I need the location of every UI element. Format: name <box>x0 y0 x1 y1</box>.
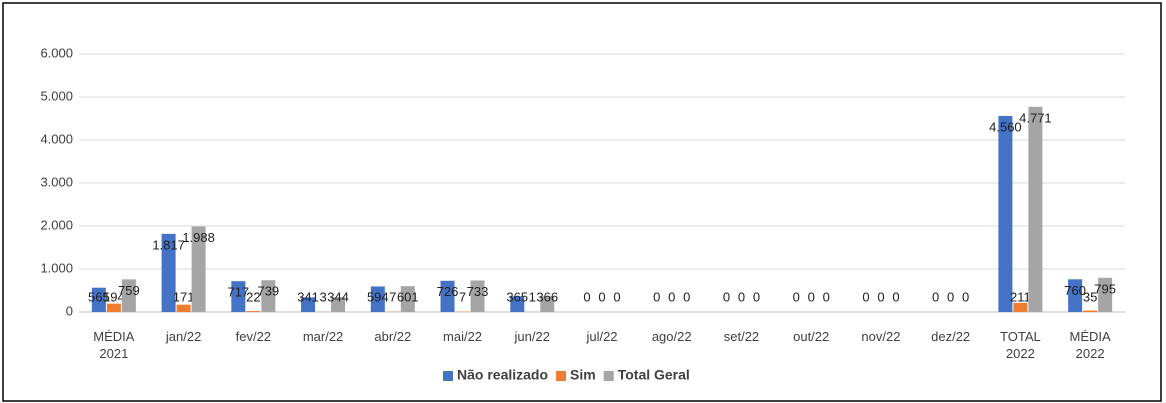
bar <box>261 280 276 312</box>
bar <box>161 233 176 312</box>
data-label: 1.988 <box>182 230 215 245</box>
bar <box>1028 106 1043 312</box>
bar <box>400 286 415 312</box>
data-label: 0 <box>877 289 884 304</box>
bar <box>191 226 206 312</box>
data-label: 35 <box>1083 289 1097 304</box>
data-label: 7 <box>459 289 466 304</box>
data-label: 4.560 <box>989 119 1022 134</box>
data-label: 759 <box>118 283 140 298</box>
bar <box>998 115 1013 312</box>
data-label: 341 <box>297 289 319 304</box>
bar <box>121 279 136 312</box>
data-label: 344 <box>327 289 349 304</box>
data-label: 3 <box>319 289 326 304</box>
x-tick-label: TOTAL 2022 <box>1000 329 1041 361</box>
y-tick-label: 1.000 <box>40 260 73 275</box>
data-label: 0 <box>862 289 869 304</box>
x-tick-label: MÉDIA 2022 <box>1069 329 1111 361</box>
data-label: 1 <box>529 289 536 304</box>
data-label: 0 <box>683 289 690 304</box>
y-tick-label: 4.000 <box>40 131 73 146</box>
data-label: 0 <box>932 289 939 304</box>
data-label: 601 <box>397 289 419 304</box>
data-label: 0 <box>808 289 815 304</box>
data-label: 4.771 <box>1019 110 1052 125</box>
data-label: 0 <box>613 289 620 304</box>
data-label: 0 <box>738 289 745 304</box>
bar <box>246 311 261 312</box>
x-tick-label: nov/22 <box>861 329 901 344</box>
bar <box>1068 279 1083 312</box>
bar <box>1098 277 1113 312</box>
data-label: 739 <box>257 284 279 299</box>
y-tick-label: 5.000 <box>40 88 73 103</box>
x-tick-label: mai/22 <box>443 329 483 344</box>
data-label: 0 <box>753 289 760 304</box>
x-tick-label: fev/22 <box>235 329 272 344</box>
data-label: 0 <box>823 289 830 304</box>
x-tick-label: MÉDIA 2021 <box>93 329 135 361</box>
data-label: 366 <box>536 289 558 304</box>
bar <box>106 303 121 312</box>
x-tick-label: set/22 <box>723 329 760 344</box>
data-label: 0 <box>793 289 800 304</box>
data-label: 0 <box>962 289 969 304</box>
bar <box>440 280 455 312</box>
data-label: 0 <box>653 289 660 304</box>
data-label: 22 <box>246 289 260 304</box>
x-tick-label: jan/22 <box>165 329 202 344</box>
x-tick-label: jul/22 <box>586 329 618 344</box>
bar <box>470 280 485 312</box>
data-label: 365 <box>506 289 528 304</box>
data-label: 565 <box>88 289 110 304</box>
data-label: 7 <box>389 289 396 304</box>
bar <box>301 297 316 312</box>
x-tick-label: mar/22 <box>302 329 344 344</box>
legend-label: Não realizado <box>457 367 548 383</box>
bar <box>331 297 346 312</box>
data-label: 211 <box>1010 289 1031 304</box>
y-tick-label: 6.000 <box>40 45 73 60</box>
bar <box>231 281 246 312</box>
x-tick-label: jun/22 <box>514 329 550 344</box>
legend-swatch <box>603 371 614 381</box>
data-label: 0 <box>668 289 675 304</box>
x-tick-label: ago/22 <box>651 329 692 344</box>
data-label: 171 <box>173 289 195 304</box>
legend-label: Sim <box>570 367 596 383</box>
data-label: 0 <box>583 289 590 304</box>
y-tick-label: 0 <box>66 303 73 318</box>
data-label: 760 <box>1064 283 1086 298</box>
bar <box>1083 310 1098 312</box>
bar <box>176 304 191 312</box>
bar <box>1013 302 1028 312</box>
data-label: 594 <box>367 289 389 304</box>
bar <box>510 296 525 312</box>
legend-swatch <box>443 371 453 381</box>
data-label: 717 <box>227 285 249 300</box>
data-label: 733 <box>467 284 489 299</box>
y-tick-label: 3.000 <box>40 174 73 189</box>
data-label: 194 <box>103 289 125 304</box>
x-tick-label: out/22 <box>793 329 830 344</box>
data-label: 0 <box>598 289 605 304</box>
data-label: 0 <box>892 289 899 304</box>
bar <box>540 296 555 312</box>
x-tick-label: abr/22 <box>374 329 412 344</box>
y-tick-label: 2.000 <box>40 217 73 232</box>
bar <box>91 287 106 312</box>
legend-label: Total Geral <box>618 367 690 383</box>
data-label: 795 <box>1094 281 1116 296</box>
data-label: 0 <box>947 289 954 304</box>
x-tick-label: dez/22 <box>931 329 971 344</box>
legend-swatch <box>556 371 567 381</box>
data-label: 1.817 <box>152 237 185 252</box>
bar <box>370 286 385 312</box>
data-label: 0 <box>723 289 730 304</box>
data-label: 726 <box>437 284 459 299</box>
